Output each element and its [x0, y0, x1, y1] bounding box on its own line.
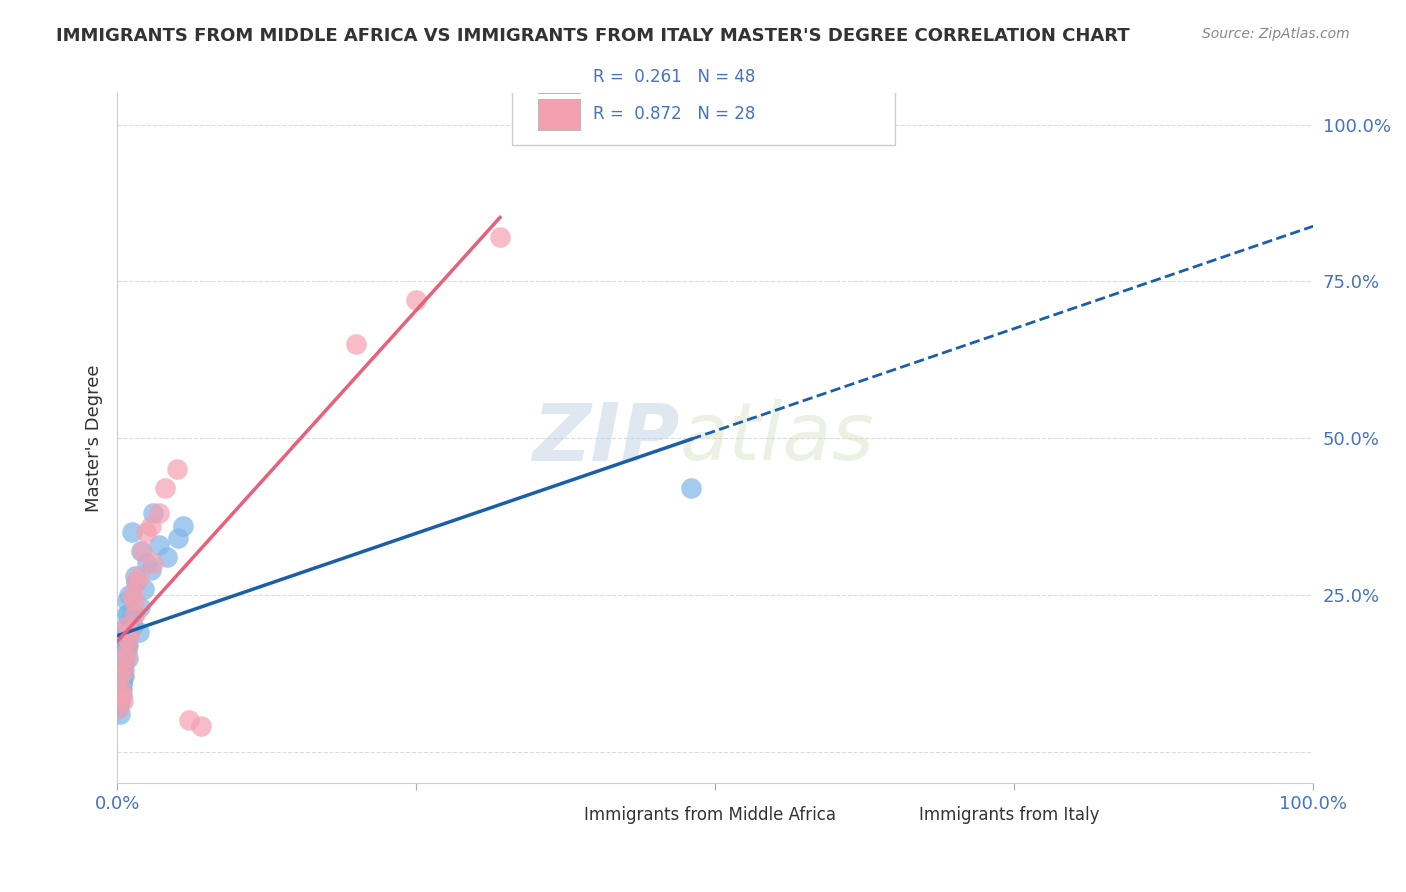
Point: [148, 506, 170, 520]
Point: [118, 625, 141, 640]
Point: [132, 582, 155, 596]
Point: [117, 650, 139, 665]
Point: [153, 481, 176, 495]
Bar: [536, 802, 572, 828]
Point: [131, 544, 153, 558]
Point: [128, 569, 150, 583]
Point: [117, 632, 139, 646]
Point: [108, 694, 131, 708]
Point: [112, 663, 135, 677]
Point: [128, 625, 150, 640]
Point: [117, 607, 139, 621]
Point: [129, 600, 152, 615]
Text: Immigrants from Middle Africa: Immigrants from Middle Africa: [583, 805, 835, 823]
Point: [114, 619, 136, 633]
Point: [115, 619, 138, 633]
FancyBboxPatch shape: [512, 45, 894, 145]
Text: R =  0.872   N = 28: R = 0.872 N = 28: [593, 105, 755, 123]
Point: [142, 557, 165, 571]
Point: [114, 644, 136, 658]
Point: [112, 644, 135, 658]
Point: [108, 694, 131, 708]
Point: [108, 669, 131, 683]
Point: [129, 544, 152, 558]
Text: Source: ZipAtlas.com: Source: ZipAtlas.com: [1202, 27, 1350, 41]
Point: [139, 519, 162, 533]
Point: [115, 638, 138, 652]
Point: [167, 532, 190, 546]
Point: [107, 700, 129, 714]
Point: [115, 594, 138, 608]
Point: [120, 613, 142, 627]
Point: [111, 688, 134, 702]
Point: [114, 650, 136, 665]
Point: [111, 675, 134, 690]
Point: [118, 588, 141, 602]
Point: [110, 650, 132, 665]
Point: [405, 293, 427, 308]
Text: ZIP: ZIP: [531, 399, 679, 477]
Text: atlas: atlas: [679, 399, 875, 477]
Point: [112, 657, 135, 671]
Point: [112, 694, 135, 708]
Text: Immigrants from Italy: Immigrants from Italy: [918, 805, 1099, 823]
Point: [110, 681, 132, 696]
Point: [124, 607, 146, 621]
Point: [121, 525, 143, 540]
Point: [112, 632, 135, 646]
Text: IMMIGRANTS FROM MIDDLE AFRICA VS IMMIGRANTS FROM ITALY MASTER'S DEGREE CORRELATI: IMMIGRANTS FROM MIDDLE AFRICA VS IMMIGRA…: [56, 27, 1130, 45]
Point: [124, 569, 146, 583]
Point: [108, 706, 131, 721]
Bar: [870, 802, 907, 828]
Point: [117, 638, 139, 652]
Point: [112, 669, 135, 683]
Point: [121, 619, 143, 633]
Point: [122, 607, 145, 621]
Point: [139, 563, 162, 577]
Point: [110, 688, 132, 702]
Point: [122, 594, 145, 608]
Point: [142, 506, 165, 520]
Point: [172, 519, 194, 533]
Point: [156, 550, 179, 565]
Point: [166, 462, 188, 476]
Point: [112, 663, 135, 677]
Point: [110, 681, 132, 696]
Point: [344, 337, 367, 351]
Point: [112, 657, 135, 671]
Point: [115, 607, 138, 621]
Point: [125, 575, 148, 590]
Point: [114, 632, 136, 646]
Point: [136, 557, 159, 571]
Point: [111, 681, 134, 696]
Point: [118, 625, 141, 640]
Point: [121, 588, 143, 602]
Point: [110, 663, 132, 677]
Y-axis label: Master's Degree: Master's Degree: [86, 364, 103, 512]
Point: [148, 538, 170, 552]
Bar: [538, 99, 581, 130]
Point: [111, 675, 134, 690]
Point: [125, 575, 148, 590]
Point: [115, 644, 138, 658]
Point: [135, 525, 157, 540]
Text: R =  0.261   N = 48: R = 0.261 N = 48: [593, 69, 755, 87]
Point: [489, 230, 512, 244]
Point: [190, 719, 212, 733]
Point: [112, 669, 135, 683]
Point: [177, 713, 200, 727]
Point: [107, 700, 129, 714]
Point: [110, 688, 132, 702]
Bar: [538, 62, 581, 94]
Point: [681, 481, 703, 495]
